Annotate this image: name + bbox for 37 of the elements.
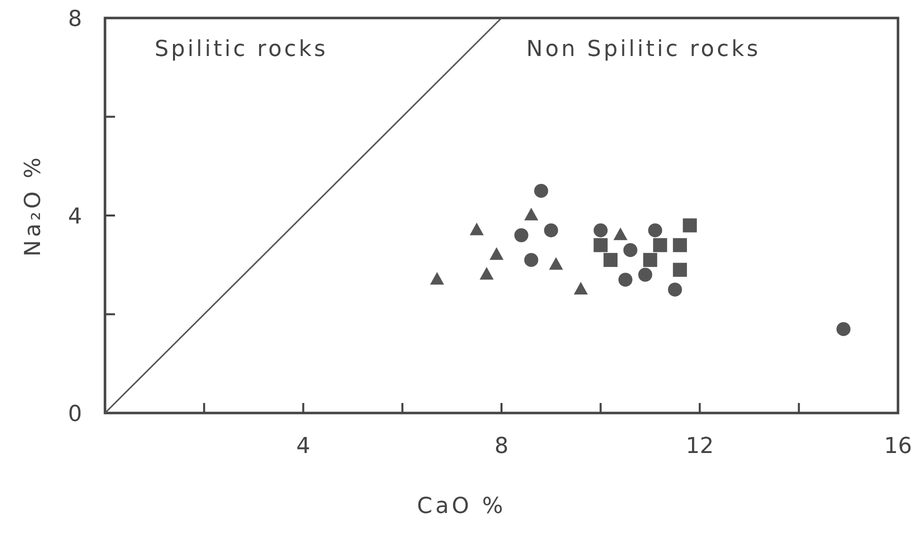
y-axis-title: Na₂O % — [21, 154, 46, 256]
point — [643, 252, 658, 267]
point — [623, 243, 638, 258]
annotation: Non Spilitic rocks — [526, 37, 761, 62]
point — [668, 282, 682, 297]
point — [638, 268, 652, 282]
point — [470, 222, 484, 236]
point — [534, 184, 548, 198]
annotation: Spilitic rocks — [154, 37, 328, 62]
point — [653, 238, 668, 252]
point — [672, 238, 687, 252]
y-tick-label: 0 — [68, 402, 82, 427]
point — [490, 247, 504, 260]
point — [594, 238, 608, 252]
point — [524, 208, 538, 220]
y-tick-label: 4 — [68, 204, 82, 230]
point — [604, 252, 618, 267]
point — [618, 272, 632, 287]
point — [514, 228, 528, 242]
point — [549, 257, 564, 270]
point — [682, 218, 697, 232]
point — [574, 282, 588, 294]
point — [594, 223, 608, 238]
point — [524, 252, 538, 267]
x-axis-title: CaO % — [416, 494, 506, 519]
y-tick-label: 8 — [68, 7, 82, 32]
x-tick-label: 16 — [884, 434, 912, 459]
point — [836, 322, 850, 336]
x-tick-label: 12 — [686, 434, 714, 459]
point — [672, 262, 687, 277]
point — [430, 272, 444, 285]
point — [648, 223, 662, 238]
point — [544, 223, 558, 238]
point — [480, 267, 494, 280]
point — [613, 228, 628, 240]
x-tick-label: 4 — [296, 434, 310, 459]
x-tick-label: 8 — [494, 434, 508, 459]
